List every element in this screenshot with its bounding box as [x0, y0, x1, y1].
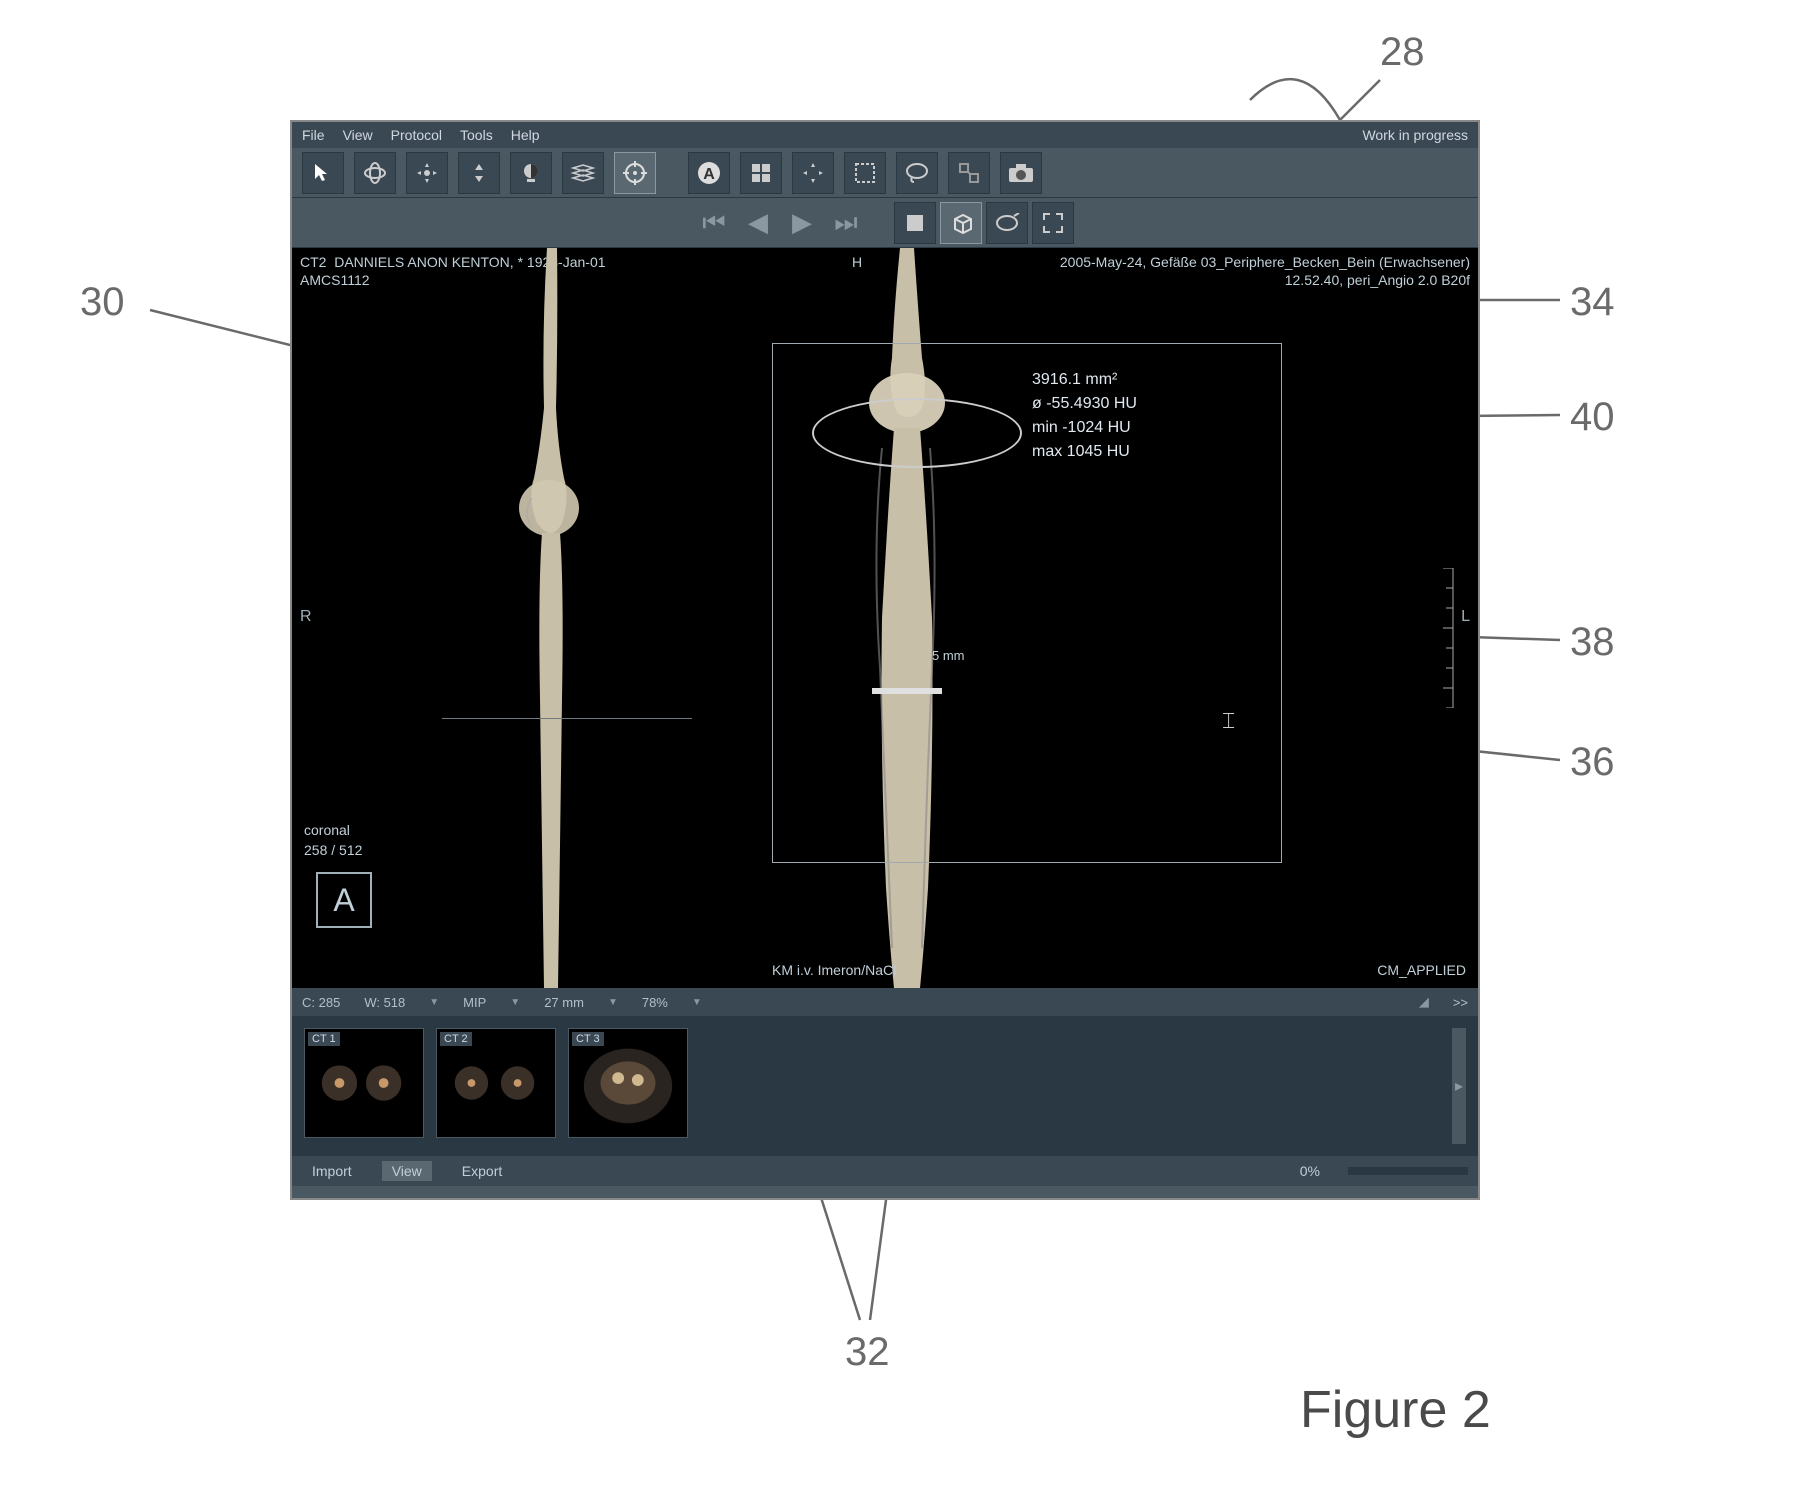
footer-tab-export[interactable]: Export — [452, 1161, 512, 1181]
menubar-status: Work in progress — [1362, 127, 1468, 143]
thumb-scroll-right[interactable]: ▸ — [1452, 1028, 1466, 1144]
mode-roi-ellipse[interactable] — [986, 202, 1028, 244]
callout-36: 36 — [1570, 740, 1615, 785]
tool-pan[interactable] — [406, 152, 448, 194]
view-plane: coronal — [304, 822, 350, 838]
nav-arrows: ⏮ ◀ ▶ ⏭ — [696, 205, 864, 241]
status-c: C: 285 — [302, 995, 340, 1010]
tool-crosshair-move[interactable] — [792, 152, 834, 194]
callout-38: 38 — [1570, 620, 1615, 665]
callout-30: 30 — [80, 280, 125, 325]
tool-auto[interactable]: A — [688, 152, 730, 194]
slice-counter: 258 / 512 — [304, 842, 362, 858]
patient-info-line2: AMCS1112 — [300, 272, 370, 288]
roi-min: min -1024 HU — [1032, 416, 1137, 440]
roi-mean: ø -55.4930 HU — [1032, 392, 1137, 416]
tool-link[interactable] — [948, 152, 990, 194]
tool-window-level[interactable] — [510, 152, 552, 194]
tool-zoom[interactable] — [458, 152, 500, 194]
status-expand-icon[interactable]: ◢ — [1419, 994, 1429, 1010]
menu-protocol[interactable]: Protocol — [391, 127, 442, 143]
thumb-label: CT 1 — [308, 1032, 340, 1046]
status-w: W: 518 — [364, 995, 405, 1010]
tool-region[interactable] — [844, 152, 886, 194]
study-info-line1: 2005-May-24, Gefäße 03_Periphere_Becken_… — [1060, 254, 1470, 270]
menu-file[interactable]: File — [302, 127, 325, 143]
status-more[interactable]: >> — [1453, 995, 1468, 1010]
roi-readout: 3916.1 mm² ø -55.4930 HU min -1024 HU ma… — [1032, 368, 1137, 464]
roi-ellipse[interactable] — [812, 398, 1022, 468]
text-cursor-icon: ⌶ — [1222, 708, 1235, 734]
callout-32: 32 — [845, 1330, 890, 1375]
menu-view[interactable]: View — [343, 127, 373, 143]
menu-tools[interactable]: Tools — [460, 127, 493, 143]
status-bar: C: 285 W: 518 ▼ MIP ▼ 27 mm ▼ 78% ▼ ◢ >> — [292, 988, 1478, 1016]
footer-progress: 0% — [1300, 1163, 1320, 1179]
cm-applied: CM_APPLIED — [1377, 962, 1466, 978]
menubar: File View Protocol Tools Help Work in pr… — [292, 122, 1478, 148]
toolbar-secondary: ⏮ ◀ ▶ ⏭ — [292, 198, 1478, 248]
tool-target[interactable] — [614, 152, 656, 194]
tool-pointer[interactable] — [302, 152, 344, 194]
thumb-label: CT 2 — [440, 1032, 472, 1046]
nav-next[interactable]: ▶ — [784, 205, 820, 241]
svg-text:A: A — [703, 166, 715, 183]
thumbnail[interactable]: CT 2 — [436, 1028, 556, 1138]
tool-stack[interactable] — [562, 152, 604, 194]
scale-ruler — [1428, 568, 1458, 708]
scan-view-left — [512, 248, 592, 988]
dropdown-icon[interactable]: ▼ — [510, 997, 520, 1008]
menu-help[interactable]: Help — [511, 127, 540, 143]
thumbnail[interactable]: CT 1 — [304, 1028, 424, 1138]
thumbnail-strip: CT 1 CT 2 CT 3 ▸ — [292, 1016, 1478, 1156]
toolbar-primary: A — [292, 148, 1478, 198]
tool-layout[interactable] — [740, 152, 782, 194]
thumb-label: CT 3 — [572, 1032, 604, 1046]
tool-lasso[interactable] — [896, 152, 938, 194]
distance-label: 5 mm — [932, 648, 965, 663]
mode-expand[interactable] — [1032, 202, 1074, 244]
footer-tab-import[interactable]: Import — [302, 1161, 362, 1181]
status-zoom[interactable]: 78% — [642, 995, 668, 1010]
dropdown-icon[interactable]: ▼ — [692, 997, 702, 1008]
orient-left: R — [300, 608, 312, 626]
dropdown-icon[interactable]: ▼ — [608, 997, 618, 1008]
dropdown-icon[interactable]: ▼ — [429, 997, 439, 1008]
footer: Import View Export 0% — [292, 1156, 1478, 1186]
viewport[interactable]: CT2 DANNIELS ANON KENTON, * 1923-Jan-01 … — [292, 248, 1478, 988]
callout-28: 28 — [1380, 30, 1425, 75]
mode-mpr-square[interactable] — [894, 202, 936, 244]
status-slab[interactable]: 27 mm — [544, 995, 584, 1010]
tool-camera[interactable] — [1000, 152, 1042, 194]
orient-right: L — [1461, 608, 1470, 626]
mode-mpr-cube[interactable] — [940, 202, 982, 244]
tool-orbit[interactable] — [354, 152, 396, 194]
ref-line — [442, 718, 692, 719]
roi-area: 3916.1 mm² — [1032, 368, 1137, 392]
thumbnail[interactable]: CT 3 — [568, 1028, 688, 1138]
nav-prev[interactable]: ◀ — [740, 205, 776, 241]
callout-34: 34 — [1570, 280, 1615, 325]
callout-40: 40 — [1570, 395, 1615, 440]
progress-bar — [1348, 1167, 1468, 1175]
status-mode[interactable]: MIP — [463, 995, 486, 1010]
nav-first[interactable]: ⏮ — [696, 205, 732, 241]
nav-last[interactable]: ⏭ — [828, 205, 864, 241]
footer-tab-view[interactable]: View — [382, 1161, 432, 1181]
orientation-cube[interactable]: A — [316, 872, 372, 928]
study-info-line2: 12.52.40, peri_Angio 2.0 B20f — [1285, 272, 1470, 288]
contrast-info: KM i.v. Imeron/NaCl — [772, 962, 896, 978]
figure-caption: Figure 2 — [1300, 1380, 1491, 1440]
app-window: File View Protocol Tools Help Work in pr… — [290, 120, 1480, 1200]
roi-max: max 1045 HU — [1032, 440, 1137, 464]
